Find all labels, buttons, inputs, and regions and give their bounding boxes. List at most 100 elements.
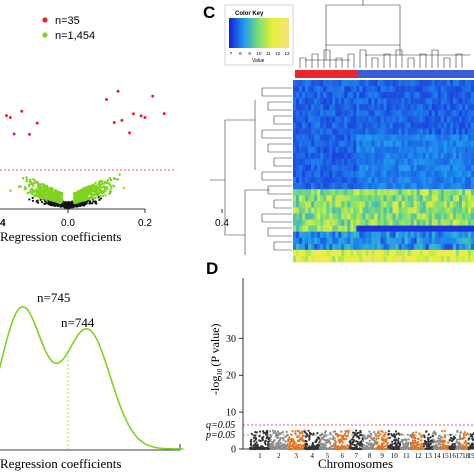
- heatmap-cell: [329, 177, 333, 184]
- panel-d-point: [252, 444, 256, 447]
- heatmap-cell: [356, 201, 360, 208]
- heatmap-cell: [416, 110, 420, 117]
- heatmap-cell: [380, 116, 384, 123]
- heatmap-cell: [371, 207, 375, 214]
- panel-d-point: [413, 437, 416, 440]
- panel-d-point: [411, 439, 414, 442]
- heatmap-cell: [326, 158, 330, 166]
- heatmap-cell: [338, 195, 342, 202]
- panel-d-point: [420, 435, 423, 438]
- heatmap-cell: [356, 171, 360, 178]
- heatmap-cell: [470, 158, 474, 166]
- heatmap-cell: [311, 110, 315, 117]
- panel-d-y-tick-label: 20: [226, 371, 236, 382]
- heatmap-cell: [353, 152, 357, 160]
- heatmap-cell: [335, 80, 339, 87]
- heatmap-cell: [467, 152, 472, 160]
- heatmap-cell: [314, 134, 318, 141]
- heatmap-cell: [302, 158, 306, 166]
- heatmap-cell: [461, 195, 466, 202]
- heatmap-cell: [347, 92, 351, 99]
- panel-a-point-green: [94, 181, 97, 184]
- panel-d-point: [260, 445, 263, 448]
- heatmap-cell: [299, 195, 303, 202]
- panel-d-point: [253, 440, 256, 443]
- panel-d-point: [252, 447, 255, 451]
- heatmap-cell: [350, 219, 354, 226]
- heatmap-cell: [401, 225, 405, 232]
- heatmap-cell: [398, 152, 402, 160]
- heatmap-cell: [437, 110, 442, 117]
- panel-d-point: [346, 429, 349, 433]
- heatmap-cell: [353, 92, 357, 99]
- heatmap-cell: [332, 207, 336, 214]
- heatmap-cell: [410, 213, 414, 220]
- panel-d-point: [290, 439, 293, 442]
- heatmap-cell: [362, 146, 366, 154]
- panel-d-point: [340, 434, 343, 437]
- panel-a-point-green: [42, 192, 45, 196]
- panel-d-point: [308, 438, 311, 441]
- heatmap-cell: [365, 243, 369, 251]
- heatmap-cell: [467, 237, 472, 245]
- heatmap-cell: [467, 86, 472, 93]
- heatmap-cell: [380, 128, 384, 135]
- heatmap-cell: [353, 98, 357, 105]
- panel-a-legend-label-red: n=35: [55, 15, 80, 27]
- panel-d-point: [446, 446, 449, 449]
- heatmap-cell: [431, 140, 436, 148]
- heatmap-cell: [377, 243, 381, 251]
- heatmap-cell: [296, 231, 300, 239]
- heatmap-cell: [422, 255, 427, 263]
- panel-d-point: [407, 438, 410, 441]
- heatmap-cell: [347, 213, 351, 220]
- heatmap-cell: [314, 183, 318, 190]
- heatmap-cell: [404, 122, 408, 129]
- heatmap-cell: [359, 195, 363, 202]
- heatmap-cell: [383, 104, 387, 111]
- heatmap-cell: [302, 183, 306, 190]
- heatmap-cell: [332, 237, 336, 245]
- heatmap-cell: [413, 164, 417, 172]
- panel-a-point-green: [30, 182, 33, 186]
- heatmap-cell: [398, 86, 402, 93]
- heatmap-cell: [422, 183, 427, 190]
- heatmap-cell: [428, 116, 433, 123]
- heatmap-cell: [305, 249, 309, 257]
- panel-a-point-red: [35, 121, 39, 125]
- heatmap-cell: [368, 164, 372, 172]
- panel-d-point: [366, 444, 369, 447]
- heatmap-cell: [389, 92, 393, 99]
- heatmap-cell: [314, 231, 318, 239]
- panel-a-point-green: [84, 199, 88, 202]
- heatmap-cell: [434, 110, 439, 117]
- heatmap-cell: [380, 243, 384, 251]
- heatmap-cell: [437, 237, 442, 245]
- panel-d-point: [299, 447, 302, 450]
- heatmap-cell: [353, 80, 357, 87]
- heatmap-cell: [419, 171, 424, 178]
- panel-d-points: [248, 429, 474, 451]
- panel-a-point-black: [71, 205, 74, 209]
- heatmap-cell: [398, 213, 402, 220]
- heatmap-cell: [464, 110, 469, 117]
- heatmap-cell: [467, 255, 472, 263]
- heatmap-cell: [344, 140, 348, 148]
- panel-d-point: [370, 447, 373, 450]
- heatmap-cell: [419, 255, 424, 263]
- panel-d-point: [264, 440, 267, 443]
- heatmap-cell: [461, 219, 466, 226]
- chromosome-label: 13: [425, 452, 433, 460]
- heatmap-cell: [365, 183, 369, 190]
- heatmap-cell: [401, 110, 405, 117]
- heatmap-cell: [464, 201, 469, 208]
- panel-d-point: [469, 433, 472, 436]
- heatmap-cell: [308, 116, 312, 123]
- heatmap-cell: [398, 195, 402, 202]
- heatmap-cell: [362, 183, 366, 190]
- panel-d-point: [273, 439, 276, 442]
- panel-d-point: [433, 430, 436, 433]
- heatmap-cell: [467, 122, 472, 129]
- heatmap-cell: [374, 116, 378, 123]
- heatmap-cell: [452, 140, 457, 148]
